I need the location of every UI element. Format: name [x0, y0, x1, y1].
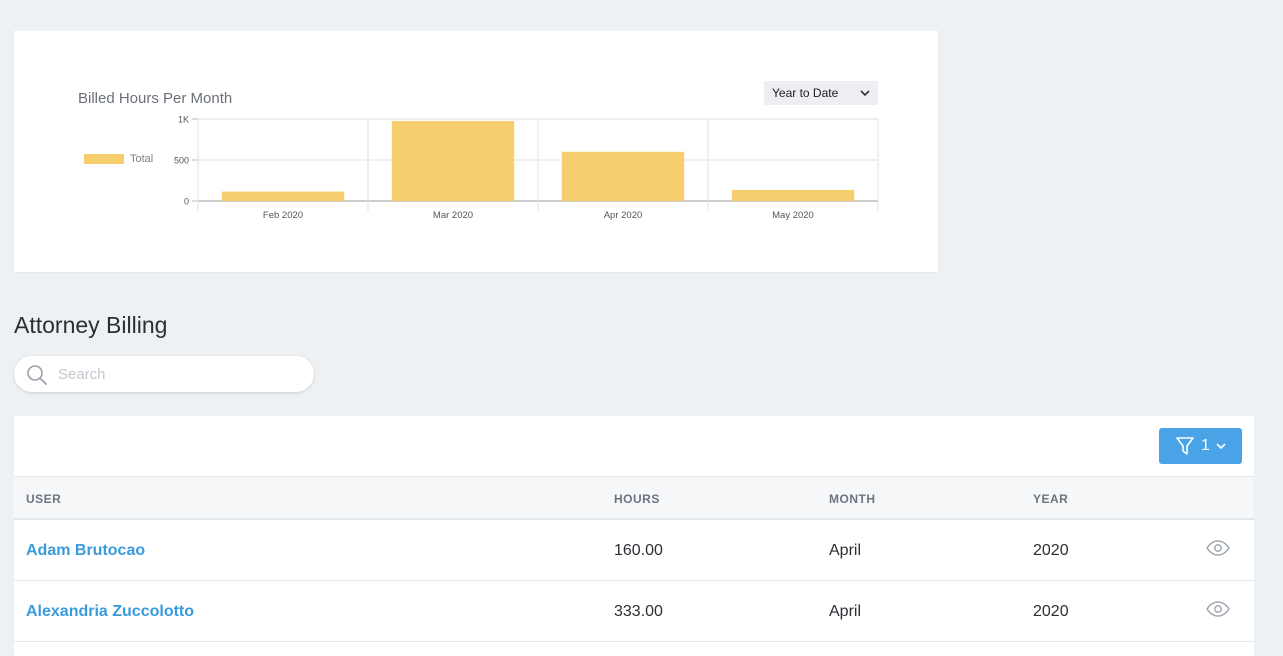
billed-hours-chart: Billed Hours Per Month Total 0 500 1K Feb 202…	[78, 90, 879, 221]
search-icon	[27, 365, 47, 385]
period-select[interactable]: Year to Date	[764, 81, 878, 105]
legend-label: Total	[130, 153, 153, 165]
bar-apr-2020	[561, 151, 685, 201]
month-cell: April	[829, 542, 862, 559]
filter-count: 1	[1201, 437, 1210, 454]
filter-button[interactable]: 1	[1159, 428, 1242, 464]
eye-icon[interactable]	[1206, 601, 1230, 617]
x-tick-label: May 2020	[772, 210, 814, 221]
year-cell: 2020	[1033, 542, 1069, 559]
column-header-hours[interactable]: HOURS	[614, 492, 660, 506]
bar-mar-2020	[391, 121, 515, 201]
page-title: Attorney Billing	[14, 312, 168, 338]
user-link[interactable]: Alexandria Zuccolotto	[26, 603, 195, 620]
hours-cell: 333.00	[614, 603, 663, 620]
x-tick-label: Mar 2020	[433, 210, 473, 221]
y-tick-label: 500	[174, 156, 189, 166]
chevron-down-icon	[860, 89, 870, 96]
bar-feb-2020	[221, 191, 345, 201]
table-row: Adam Brutocao 160.00 April 2020	[14, 520, 1254, 581]
table-header: USER HOURS MONTH YEAR	[14, 477, 1254, 520]
hours-cell: 160.00	[614, 542, 663, 559]
year-cell: 2020	[1033, 603, 1069, 620]
billed-hours-chart-card: Billed Hours Per Month Total 0 500 1K Feb 202…	[14, 31, 938, 272]
funnel-icon	[1176, 437, 1194, 455]
column-header-year[interactable]: YEAR	[1033, 492, 1069, 506]
y-tick-label: 1K	[178, 115, 189, 125]
table-toolbar: 1	[14, 416, 1254, 477]
chart-title: Billed Hours Per Month	[78, 90, 232, 107]
x-tick-label: Apr 2020	[604, 210, 643, 221]
month-cell: April	[829, 603, 862, 620]
column-header-user[interactable]: USER	[26, 492, 62, 506]
eye-icon[interactable]	[1206, 540, 1230, 556]
user-link[interactable]: Adam Brutocao	[26, 542, 146, 559]
column-header-month[interactable]: MONTH	[829, 492, 876, 506]
y-tick-label: 0	[184, 197, 189, 207]
bar-may-2020	[731, 189, 855, 201]
x-tick-label: Feb 2020	[263, 210, 303, 221]
period-select-label: Year to Date	[772, 86, 839, 100]
attorney-billing-table: 1 USER HOURS MONTH YEAR Adam Brutocao 16…	[14, 416, 1254, 656]
search-input[interactable]	[14, 356, 314, 392]
chevron-down-icon	[1216, 442, 1226, 449]
search-box[interactable]	[14, 356, 314, 392]
legend-swatch	[84, 154, 124, 164]
table-row: Alexandria Zuccolotto 333.00 April 2020	[14, 581, 1254, 642]
